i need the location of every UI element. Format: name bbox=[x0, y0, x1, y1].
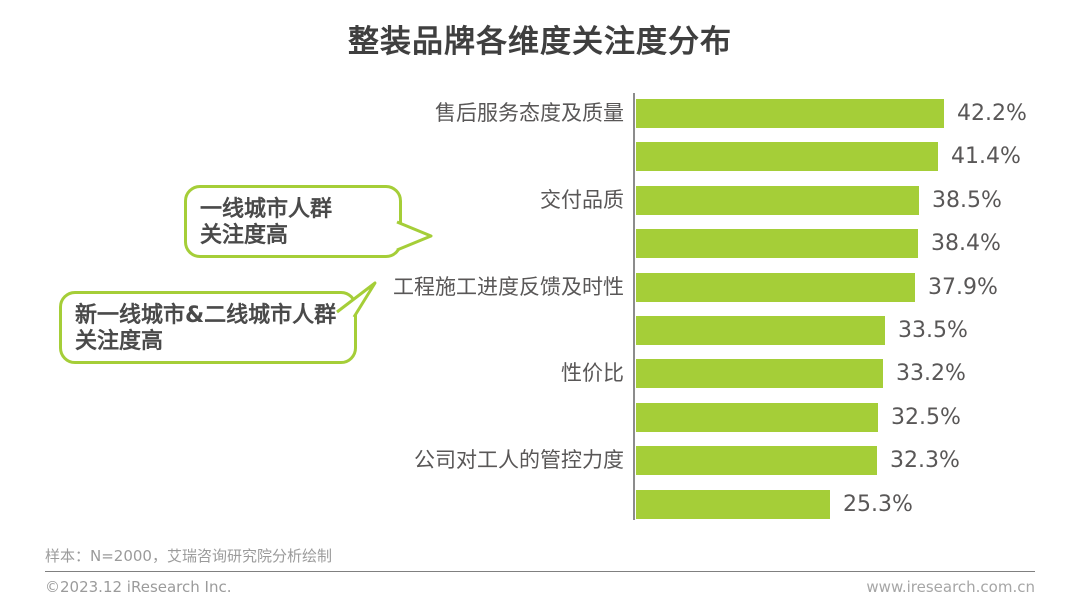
bar bbox=[636, 273, 915, 302]
footer-divider bbox=[45, 571, 1035, 572]
category-label: 售后服务态度及质量 bbox=[435, 101, 624, 125]
value-label: 32.3% bbox=[890, 448, 960, 473]
value-label: 41.4% bbox=[951, 144, 1021, 169]
category-label bbox=[0, 490, 624, 519]
annotation-tier2-cities: 新一线城市&二线城市人群 关注度高 bbox=[59, 281, 377, 364]
bar bbox=[636, 403, 878, 432]
category-label bbox=[0, 142, 624, 171]
annotation-line: 一线城市人群 bbox=[200, 197, 333, 222]
category-label: 性价比 bbox=[561, 361, 624, 385]
bar bbox=[636, 229, 918, 258]
value-label: 42.2% bbox=[957, 101, 1027, 126]
callout-tail-right-icon bbox=[396, 220, 433, 252]
value-label: 33.2% bbox=[896, 361, 966, 386]
value-label: 38.4% bbox=[931, 231, 1001, 256]
category-label: 交付品质 bbox=[540, 188, 624, 212]
value-label: 37.9% bbox=[928, 275, 998, 300]
category-label: 工程施工进度反馈及时性 bbox=[393, 275, 624, 299]
sample-note: 样本：N=2000，艾瑞咨询研究院分析绘制 bbox=[45, 547, 332, 565]
bar bbox=[636, 446, 877, 475]
value-label: 32.5% bbox=[891, 405, 961, 430]
value-label: 38.5% bbox=[932, 188, 1002, 213]
annotation-line: 关注度高 bbox=[75, 329, 164, 354]
annotation-line: 关注度高 bbox=[200, 223, 289, 248]
bar bbox=[636, 99, 944, 128]
callout-tail-up-right-icon bbox=[336, 281, 377, 318]
annotation-line: 新一线城市&二线城市人群 bbox=[75, 303, 337, 328]
bar bbox=[636, 490, 830, 519]
bar-chart: 售后服务态度及质量 42.2% 41.4% 交付品质 38.5% 38.4% 工程施工进度反… bbox=[0, 93, 1080, 520]
chart-title: 整装品牌各维度关注度分布 bbox=[348, 24, 732, 60]
copyright-text: ©2023.12 iResearch Inc. bbox=[45, 578, 232, 596]
bar bbox=[636, 186, 919, 215]
category-label bbox=[0, 403, 624, 432]
value-label: 25.3% bbox=[843, 492, 913, 517]
bar bbox=[636, 142, 938, 171]
annotation-tier1-cities: 一线城市人群 关注度高 bbox=[184, 185, 433, 258]
website-url: www.iresearch.com.cn bbox=[866, 578, 1035, 596]
category-label: 公司对工人的管控力度 bbox=[414, 448, 624, 472]
value-label: 33.5% bbox=[898, 318, 968, 343]
bar bbox=[636, 359, 883, 388]
y-axis-line bbox=[633, 93, 635, 520]
bar bbox=[636, 316, 885, 345]
